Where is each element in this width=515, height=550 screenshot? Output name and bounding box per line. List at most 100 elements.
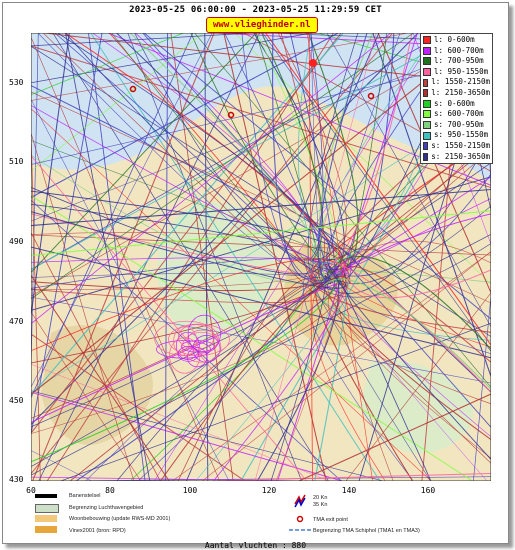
flight-track	[212, 472, 491, 481]
y-tick: 430	[9, 475, 24, 484]
flight-track	[31, 33, 184, 96]
flight-track	[372, 33, 491, 377]
flight-track	[31, 33, 445, 270]
legend-swatch	[423, 99, 431, 108]
legend-swatch	[423, 78, 429, 87]
x-tick: 160	[420, 486, 436, 495]
flight-track	[328, 33, 401, 271]
flight-track	[341, 33, 388, 282]
legend-label: s: 700-950m	[434, 119, 484, 129]
flight-track-loop	[177, 346, 199, 362]
flight-track	[326, 255, 491, 350]
flight-track	[306, 33, 373, 481]
flight-track-loop	[187, 347, 208, 368]
flight-track	[57, 33, 330, 261]
flight-track	[64, 33, 333, 280]
legend-label: l: 0-600m	[434, 35, 475, 44]
flight-track	[31, 210, 491, 257]
key-swatch-housing	[35, 515, 57, 522]
flight-track-loop	[173, 326, 197, 356]
flight-track	[31, 273, 331, 428]
x-tick: 100	[182, 486, 198, 495]
legend-label: l: 600-700m	[434, 45, 484, 55]
flight-track	[345, 292, 491, 481]
flight-track	[31, 263, 346, 434]
flight-track	[31, 296, 491, 384]
flight-track	[310, 33, 324, 259]
flight-track	[31, 33, 344, 397]
flight-track	[31, 102, 491, 392]
x-tick: 80	[105, 486, 115, 495]
legend-swatch	[423, 152, 429, 161]
legend-label: s: 0-600m	[434, 98, 475, 108]
wind-icon	[294, 494, 306, 508]
legend-item: s: 600-700m	[423, 109, 490, 120]
key-label: Vinex2001 (bron: RPD)	[69, 528, 126, 534]
flight-track-loop	[169, 337, 201, 374]
flight-track	[223, 33, 327, 481]
legend-swatch	[423, 121, 431, 130]
legend-swatch	[423, 142, 429, 151]
legend-label: l: 1550-2150m	[431, 77, 490, 87]
flight-count: Aantal vluchten : 880	[204, 541, 307, 550]
key-label: Banenstelsel	[69, 493, 101, 499]
legend-swatch	[423, 110, 431, 119]
y-tick: 510	[9, 157, 24, 166]
site-link[interactable]: www.vlieghinder.nl	[206, 17, 318, 33]
legend-swatch	[423, 131, 431, 140]
legend-item: l: 2150-3650m	[423, 88, 490, 99]
y-tick: 470	[9, 317, 24, 326]
flight-track	[241, 33, 323, 282]
tma-boundary-icon	[289, 529, 311, 531]
flight-track	[311, 258, 491, 333]
flight-track	[31, 211, 347, 289]
legend-label: s: 600-700m	[434, 109, 484, 119]
legend-swatch	[423, 57, 431, 66]
flight-track	[31, 258, 342, 463]
tma-exit-point	[129, 85, 137, 93]
flight-track	[31, 176, 491, 311]
flight-track	[329, 176, 491, 276]
flight-track-loop	[180, 340, 215, 353]
flight-track	[31, 33, 39, 372]
flight-track	[31, 85, 356, 264]
flight-tracks	[31, 33, 491, 481]
flight-track	[31, 33, 419, 426]
tma-exit-point	[227, 111, 235, 119]
key-wind-label: 35 Kn	[313, 502, 328, 508]
key-label: Begrenzing Luchthavengebied	[69, 505, 144, 511]
flight-track	[31, 33, 103, 435]
flight-track	[31, 190, 342, 259]
tma-exit-icon	[296, 515, 304, 523]
flight-track	[31, 257, 339, 274]
flight-track	[129, 33, 325, 280]
legend-swatch	[423, 68, 431, 77]
flight-track-map	[31, 33, 491, 481]
flight-track	[31, 391, 343, 481]
flight-track	[297, 33, 339, 284]
x-tick: 140	[341, 486, 357, 495]
legend-item: s: 2150-3650m	[423, 152, 490, 163]
flight-track	[31, 258, 344, 468]
flight-track	[31, 232, 161, 481]
flight-track	[310, 33, 435, 277]
flight-track	[31, 33, 70, 316]
flight-track	[31, 33, 485, 395]
flight-track	[31, 33, 204, 172]
legend-swatch	[423, 36, 431, 45]
flight-track	[142, 33, 491, 428]
flight-track	[332, 261, 491, 393]
altitude-legend: l: 0-600m l: 600-700m l: 700-950m l: 950-15…	[420, 33, 493, 165]
flight-track	[60, 322, 491, 481]
flight-track	[316, 213, 491, 288]
key-label: TMA exit point	[313, 517, 348, 523]
flight-track	[31, 131, 41, 481]
flight-track	[137, 258, 314, 481]
key-label: Woonbebouwing (update RWS-MD 2001)	[69, 516, 171, 522]
flight-track	[31, 33, 257, 273]
flight-track	[31, 46, 491, 337]
flight-track-loop	[168, 323, 230, 356]
flight-track	[31, 36, 220, 481]
flight-track	[319, 33, 374, 275]
legend-item: l: 600-700m	[423, 46, 490, 57]
